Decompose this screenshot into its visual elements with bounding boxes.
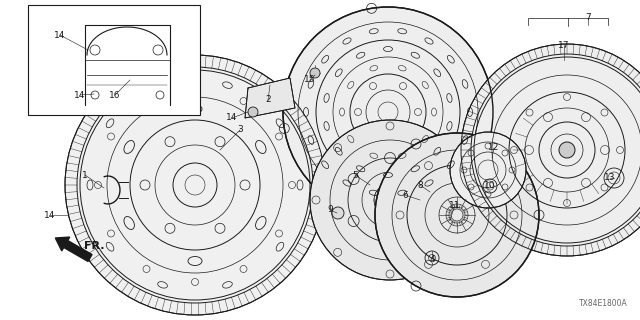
Text: 12: 12: [488, 143, 500, 153]
Circle shape: [559, 142, 575, 158]
Text: 15: 15: [304, 76, 316, 84]
Text: 6: 6: [402, 190, 408, 199]
Text: 10: 10: [484, 180, 496, 189]
Circle shape: [332, 207, 344, 219]
Text: 16: 16: [109, 91, 121, 100]
Text: FR.: FR.: [84, 241, 104, 251]
Text: 14: 14: [54, 30, 66, 39]
Text: 11: 11: [449, 201, 461, 210]
Text: 1: 1: [82, 171, 88, 180]
Circle shape: [461, 44, 640, 256]
Text: 14: 14: [44, 211, 56, 220]
Circle shape: [248, 107, 258, 117]
Text: 4: 4: [429, 255, 435, 265]
Circle shape: [65, 55, 325, 315]
Text: 8: 8: [417, 180, 423, 189]
Bar: [28, 5, 200, 115]
Circle shape: [310, 68, 320, 78]
Circle shape: [375, 133, 539, 297]
Text: 14: 14: [227, 114, 237, 123]
Text: 2: 2: [265, 95, 271, 105]
Text: TX84E1800A: TX84E1800A: [579, 299, 628, 308]
Text: 5: 5: [352, 171, 358, 180]
Text: 14: 14: [74, 91, 86, 100]
FancyArrow shape: [55, 237, 92, 261]
Text: 17: 17: [558, 41, 570, 50]
Circle shape: [450, 132, 526, 208]
Text: 13: 13: [604, 173, 616, 182]
Text: 3: 3: [237, 125, 243, 134]
Text: 7: 7: [585, 13, 591, 22]
Circle shape: [283, 7, 493, 217]
Polygon shape: [245, 78, 295, 118]
Text: 9: 9: [327, 205, 333, 214]
Circle shape: [310, 120, 470, 280]
